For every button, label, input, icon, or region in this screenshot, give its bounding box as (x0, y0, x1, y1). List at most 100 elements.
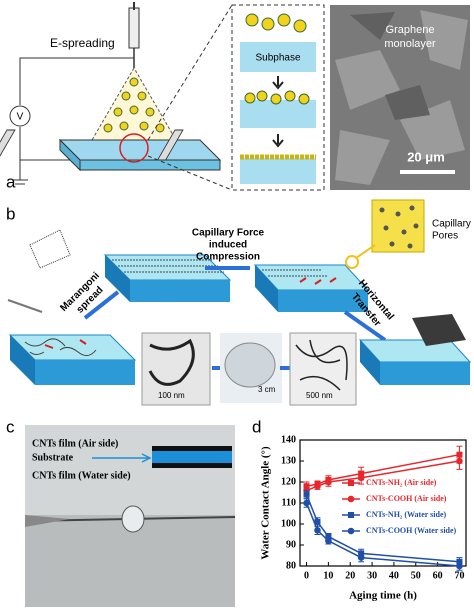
inset-frame (231, 4, 325, 191)
x-tick-label: 50 (411, 570, 421, 581)
pores-label: Capillary (432, 219, 471, 230)
layer-label: CNTs film (Water side) (32, 470, 131, 481)
subphase (240, 158, 316, 184)
legend-marker (348, 512, 354, 518)
substrate (412, 314, 466, 346)
air-film (152, 446, 232, 451)
x-tick-label: 10 (323, 570, 333, 581)
y-tick-label: 120 (281, 476, 296, 487)
scale-label: 500 nm (306, 391, 333, 400)
cnts (299, 277, 337, 285)
panel-label: a (6, 172, 16, 191)
cnts (24, 338, 97, 356)
trough-side (59, 138, 81, 172)
y-tick-label: 80 (286, 560, 296, 571)
y-tick-label: 100 (281, 518, 296, 529)
legend-marker (347, 527, 355, 535)
y-tick-label: 90 (286, 539, 296, 550)
trough-side (255, 265, 278, 312)
highlight (119, 133, 149, 163)
y-axis-label: Water Contact Angle (°) (260, 446, 272, 560)
x-tick-label: 0 (304, 570, 309, 581)
scale-bar (400, 170, 455, 174)
data-point (303, 499, 310, 507)
sem-texture (350, 12, 430, 120)
syringe (128, 7, 140, 49)
x-tick-label: 40 (389, 570, 399, 581)
water-film (152, 463, 232, 468)
cnts (112, 259, 224, 273)
panel-label: c (6, 417, 15, 436)
pores-label: Pores (432, 231, 458, 242)
voltmeter (9, 105, 31, 127)
droplets (103, 77, 165, 133)
panel-c: c CNTs film (Air side) Substrate CNTs fi… (6, 417, 236, 607)
step-label: Capillary Force (192, 228, 265, 239)
substrate-layer (152, 451, 232, 463)
subphase (240, 42, 316, 72)
step-label: induced (209, 240, 247, 251)
trough-side (130, 280, 230, 302)
trough-side (380, 362, 470, 385)
cnts (262, 269, 328, 277)
layer-label: Substrate (32, 452, 74, 463)
legend-label: CNTs-COOH (Air side) (366, 494, 447, 503)
panel-d: d 80 90 100 110 120 130 140 0 10 20 30 40 50 60 70 Agin… (252, 417, 467, 602)
voltmeter-label: V (17, 112, 24, 123)
layer-label: CNTs film (Air side) (32, 438, 118, 449)
trough-side (10, 335, 35, 385)
droplet (121, 505, 145, 533)
arrow (272, 76, 284, 90)
zoom-line (147, 4, 233, 141)
sem-texture (335, 10, 468, 185)
wire (19, 57, 134, 105)
dish (224, 342, 276, 388)
inset-droplets (244, 90, 310, 105)
data-point (357, 474, 365, 482)
scale-label: 100 nm (158, 391, 185, 400)
needle (25, 515, 70, 527)
arrow (343, 310, 387, 342)
x-tick-label: 20 (345, 570, 355, 581)
data-point (325, 478, 332, 486)
panel-a: a E-spreading V (0, 2, 470, 191)
legend-marker (347, 495, 355, 503)
barrier (156, 129, 184, 161)
trough (58, 139, 222, 161)
zoom-circle (345, 255, 359, 269)
arrow (83, 290, 120, 320)
spreading-label: E-spreading (50, 36, 115, 50)
pipette (7, 299, 43, 313)
zoom-line (147, 155, 233, 191)
data-point (456, 457, 463, 465)
legend-label: CNTs-COOH (Water side) (366, 526, 457, 535)
inset-droplets (245, 13, 307, 33)
data-point (456, 562, 463, 570)
arrow (92, 453, 152, 463)
data-point (314, 527, 321, 534)
photo-top (25, 425, 235, 515)
data-point (314, 482, 321, 490)
x-tick-label: 30 (367, 570, 377, 581)
tem-texture (295, 339, 348, 391)
x-tick-label: 70 (454, 570, 464, 581)
tem-texture (148, 338, 195, 386)
legend-label: CNTs-NH₂ (Water side) (366, 510, 447, 519)
tem-image (289, 332, 357, 406)
panel-label: d (252, 417, 261, 436)
scale-label: 3 cm (258, 385, 276, 394)
trough-side (105, 255, 130, 302)
cnts (44, 339, 87, 349)
nanotube (29, 229, 71, 269)
sem-label: monolayer (384, 38, 436, 50)
legend-label: CNTs-NH₂ (Air side) (366, 478, 437, 487)
data-point (357, 554, 365, 561)
data-point (325, 537, 332, 545)
legend-marker (348, 480, 354, 486)
x-axis-label: Aging time (h) (349, 590, 417, 602)
scale-bar-label: 20 μm (407, 149, 445, 164)
trough-side (35, 360, 135, 385)
barrier (0, 129, 16, 161)
y-tick-label: 110 (282, 497, 296, 508)
arrow (272, 134, 284, 148)
